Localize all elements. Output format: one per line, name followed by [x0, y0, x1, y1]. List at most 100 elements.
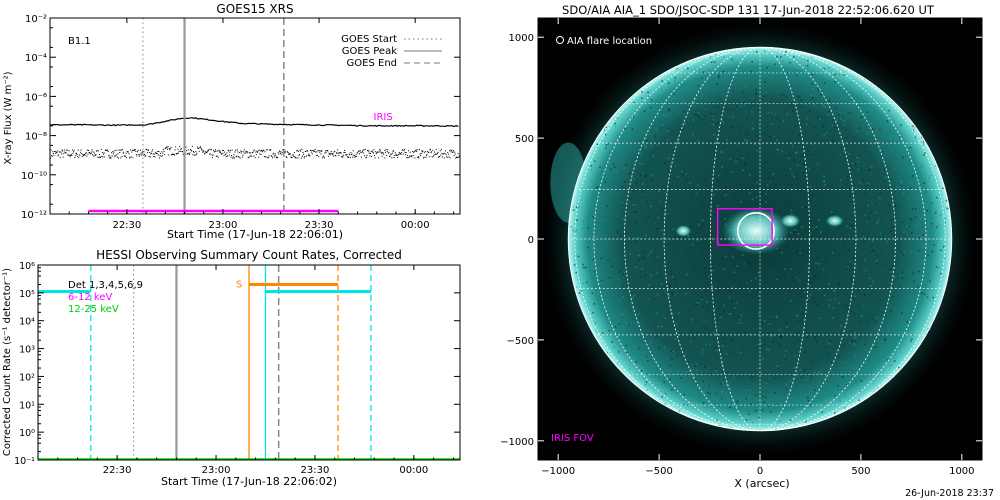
aia-texture-speck: [717, 174, 720, 177]
aia-texture-speck: [946, 207, 948, 209]
aia-texture-speck: [591, 221, 593, 223]
aia-texture-speck: [844, 104, 847, 107]
aia-texture-speck: [844, 307, 846, 310]
aia-texture-speck: [675, 285, 677, 288]
goes-short-point: [138, 154, 140, 156]
aia-texture-speck: [822, 126, 825, 128]
aia-texture-speck: [731, 300, 734, 302]
aia-texture-speck: [701, 254, 703, 257]
aia-texture-speck: [695, 110, 697, 112]
aia-texture-speck: [683, 101, 686, 104]
aia-texture-speck: [764, 81, 766, 83]
aia-texture-speck: [780, 335, 783, 337]
goes-short-point: [446, 155, 448, 157]
aia-texture-speck: [839, 356, 841, 358]
aia-texture-speck: [854, 162, 857, 164]
goes-short-point: [240, 150, 242, 152]
goes-short-point: [378, 151, 380, 153]
aia-texture-speck: [575, 271, 577, 274]
aia-texture-speck: [667, 169, 670, 172]
aia-texture-speck: [734, 189, 737, 191]
aia-texture-speck: [723, 106, 726, 109]
goes-short-point: [163, 148, 165, 150]
goes-short-point: [386, 151, 388, 153]
aia-texture-speck: [934, 165, 937, 167]
aia-texture-speck: [819, 317, 821, 320]
aia-texture-speck: [813, 301, 816, 303]
goes-short-point: [205, 151, 207, 153]
hessi-y-tick-label: 10²: [19, 372, 35, 383]
aia-texture-speck: [721, 151, 723, 154]
aia-texture-speck: [847, 112, 850, 114]
aia-texture-speck: [860, 116, 863, 118]
aia-texture-speck: [811, 361, 814, 364]
aia-texture-speck: [798, 332, 800, 335]
aia-texture-speck: [818, 219, 820, 221]
goes-short-point: [305, 151, 307, 153]
goes-short-point: [362, 149, 364, 151]
goes-short-point: [137, 149, 139, 151]
goes-short-point: [443, 153, 445, 155]
aia-texture-speck: [731, 171, 734, 173]
aia-texture-speck: [701, 353, 704, 355]
aia-texture-speck: [909, 271, 911, 273]
aia-texture-speck: [695, 303, 698, 306]
aia-texture-speck: [779, 344, 781, 346]
aia-texture-speck: [727, 108, 729, 111]
aia-texture-speck: [746, 152, 749, 154]
aia-texture-speck: [655, 112, 658, 115]
goes-short-point: [75, 153, 77, 155]
goes-short-point: [154, 151, 156, 153]
aia-texture-speck: [816, 257, 818, 259]
aia-texture-speck: [875, 271, 877, 273]
goes-short-point: [338, 154, 340, 156]
aia-texture-speck: [756, 313, 758, 316]
aia-texture-speck: [731, 339, 733, 341]
aia-texture-speck: [877, 220, 880, 223]
goes-short-point: [267, 156, 269, 158]
aia-texture-speck: [780, 336, 783, 339]
aia-texture-speck: [717, 180, 720, 183]
aia-texture-speck: [628, 213, 630, 216]
aia-texture-speck: [766, 66, 769, 69]
aia-texture-speck: [820, 94, 822, 96]
goes-short-point: [252, 150, 254, 152]
aia-texture-speck: [717, 242, 720, 244]
goes-short-point: [131, 149, 133, 151]
aia-texture-speck: [739, 130, 741, 132]
goes-short-point: [266, 149, 268, 151]
aia-texture-speck: [798, 133, 801, 136]
goes-short-point: [151, 150, 153, 152]
aia-texture-speck: [867, 204, 869, 207]
goes-short-point: [363, 149, 365, 151]
goes-short-point: [412, 154, 414, 156]
hessi-ylabel: Corrected Count Rate (s⁻¹ detector⁻¹): [2, 268, 13, 456]
goes-short-point: [243, 151, 245, 153]
aia-texture-speck: [714, 74, 717, 76]
aia-texture-speck: [667, 157, 670, 159]
aia-texture-speck: [710, 255, 712, 257]
aia-texture-speck: [858, 127, 861, 129]
goes-short-point: [52, 152, 54, 154]
goes-short-point: [123, 155, 125, 157]
goes-y-tick-label: 10⁻⁸: [25, 132, 47, 143]
aia-texture-speck: [725, 206, 727, 209]
aia-texture-speck: [940, 272, 942, 275]
aia-texture-speck: [938, 267, 940, 269]
goes-short-point: [156, 152, 158, 154]
goes-short-point: [81, 153, 83, 155]
aia-texture-speck: [906, 321, 909, 323]
goes-short-point: [255, 151, 257, 153]
goes-short-point: [84, 153, 86, 155]
goes-short-point: [342, 156, 344, 158]
goes-short-point: [395, 154, 397, 156]
goes-short-point: [262, 149, 264, 151]
aia-texture-speck: [926, 209, 929, 212]
aia-texture-speck: [621, 153, 623, 156]
goes-short-point: [170, 146, 172, 148]
aia-texture-speck: [676, 373, 679, 375]
aia-texture-speck: [808, 282, 811, 284]
aia-texture-speck: [647, 95, 650, 98]
aia-texture-speck: [802, 171, 804, 174]
aia-texture-speck: [931, 223, 933, 225]
